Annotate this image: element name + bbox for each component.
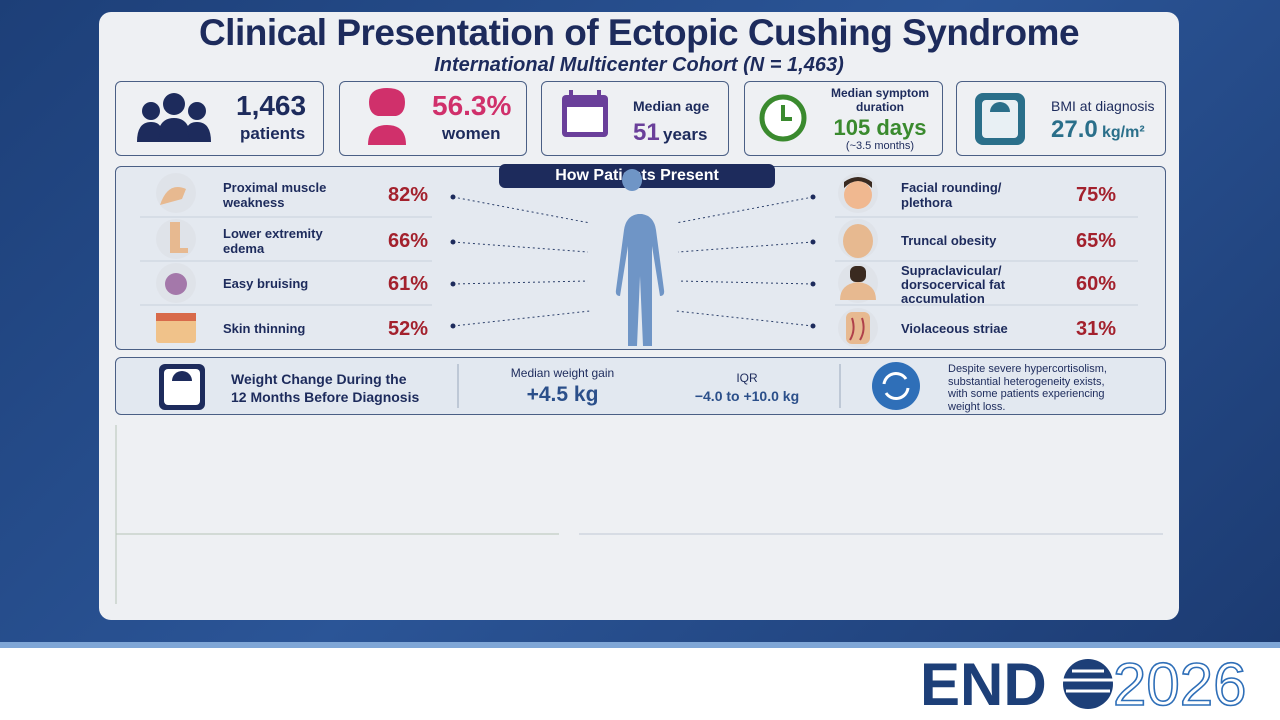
stat-label: patients bbox=[240, 124, 306, 143]
stat-unit: kg/m² bbox=[1102, 124, 1145, 141]
logo-year: 2026 bbox=[1113, 651, 1246, 718]
weight-note: Despite severe hypercortisolism, substan… bbox=[948, 363, 1107, 413]
symptom-percent: 52% bbox=[388, 318, 429, 340]
stat-value: 27.0 bbox=[1051, 116, 1098, 143]
symptom-percent: 82% bbox=[388, 184, 429, 206]
stat-value: 51 bbox=[633, 119, 660, 146]
iqr-value: −4.0 to +10.0 kg bbox=[694, 388, 800, 404]
symptom-label: Skin thinning bbox=[223, 321, 306, 336]
symptom-percent: 60% bbox=[1076, 273, 1117, 295]
leader-lines bbox=[452, 196, 814, 327]
title: Clinical Presentation of Ectopic Cushing… bbox=[198, 12, 1080, 53]
symptom-percent: 31% bbox=[1076, 318, 1117, 340]
placeholder-lines bbox=[115, 425, 1163, 604]
iqr-label: IQR bbox=[736, 371, 758, 385]
symptom-label: Facial rounding/ plethora bbox=[901, 180, 1002, 210]
symptom-label: Lower extremity edema bbox=[223, 226, 323, 256]
symptom-percent: 66% bbox=[388, 230, 429, 252]
scale-icon bbox=[975, 93, 1025, 145]
stat-label: Median age bbox=[633, 98, 710, 114]
woman-icon bbox=[368, 88, 406, 145]
symptom-label: Supraclavicular/ dorsocervical fat accum… bbox=[901, 263, 1006, 306]
gain-value: +4.5 kg bbox=[526, 383, 599, 406]
stat-label: BMI at diagnosis bbox=[1051, 98, 1155, 114]
stat-value: 105 days bbox=[833, 115, 927, 140]
weight-scale-icon bbox=[159, 364, 205, 410]
weight-box bbox=[115, 357, 1166, 415]
symptom-percent: 75% bbox=[1076, 184, 1117, 206]
stat-value: 56.3% bbox=[432, 90, 512, 121]
symptom-label: Truncal obesity bbox=[901, 233, 997, 248]
stat-unit: years bbox=[663, 125, 708, 144]
stat-label: women bbox=[442, 124, 501, 143]
row-dividers bbox=[140, 216, 1138, 306]
leader-dots bbox=[450, 194, 816, 329]
subtitle: International Multicenter Cohort (N = 1,… bbox=[434, 54, 844, 76]
gain-label: Median weight gain bbox=[510, 366, 615, 380]
symptom-label: Proximal muscle weakness bbox=[223, 180, 327, 210]
symptom-percent: 61% bbox=[388, 273, 429, 295]
stat-label: Median symptom duration bbox=[830, 86, 929, 114]
symptom-icon bbox=[156, 173, 878, 348]
stat-value: 1,463 bbox=[236, 90, 307, 121]
calendar-icon bbox=[562, 90, 608, 137]
logo-brand: END bbox=[920, 651, 1047, 718]
body-silhouette bbox=[615, 169, 665, 346]
symptom-percent: 65% bbox=[1076, 230, 1117, 252]
cycle-icon bbox=[872, 362, 920, 410]
symptom-label: Violaceous striae bbox=[901, 321, 1008, 336]
weight-title: Weight Change During the 12 Months Befor… bbox=[231, 371, 420, 405]
symptom-label: Easy bruising bbox=[223, 276, 309, 291]
people-icon bbox=[137, 93, 211, 142]
stripe bbox=[0, 642, 1280, 648]
clock-icon bbox=[759, 94, 807, 142]
logo-globe bbox=[1063, 659, 1113, 709]
stat-note: (~3.5 months) bbox=[845, 140, 915, 152]
